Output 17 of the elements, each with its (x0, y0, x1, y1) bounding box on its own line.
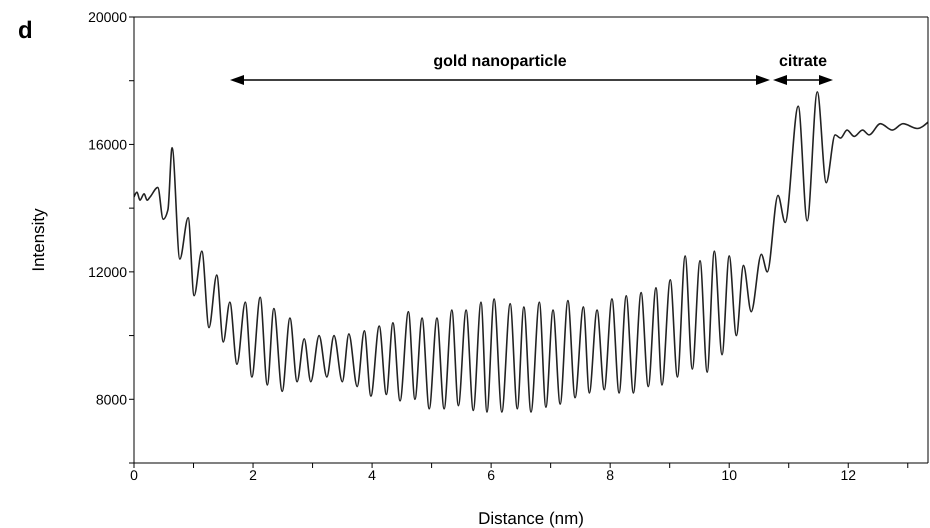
y-axis-title: Intensity (29, 208, 48, 272)
x-tick-label: 2 (249, 466, 258, 483)
text: d (18, 17, 33, 44)
annotation: citrate (778, 53, 828, 70)
annotation: gold nanoparticle (433, 53, 567, 70)
x-tick-label: 10 (721, 466, 738, 483)
x-tick-label: 0 (130, 466, 138, 483)
y-tick-label: 20000 (88, 8, 128, 25)
x-axis-title: Distance (nm) (478, 509, 584, 528)
x-tick-label: 6 (487, 466, 496, 483)
y-tick-label: 16000 (88, 136, 128, 152)
x-tick-label: 8 (606, 466, 614, 483)
x-tick-label: 4 (368, 466, 376, 483)
line-series (134, 91, 928, 413)
y-tick-label: 12000 (88, 264, 128, 280)
x-tick-label: 12 (840, 466, 856, 483)
y-tick-label: 8000 (96, 391, 128, 408)
